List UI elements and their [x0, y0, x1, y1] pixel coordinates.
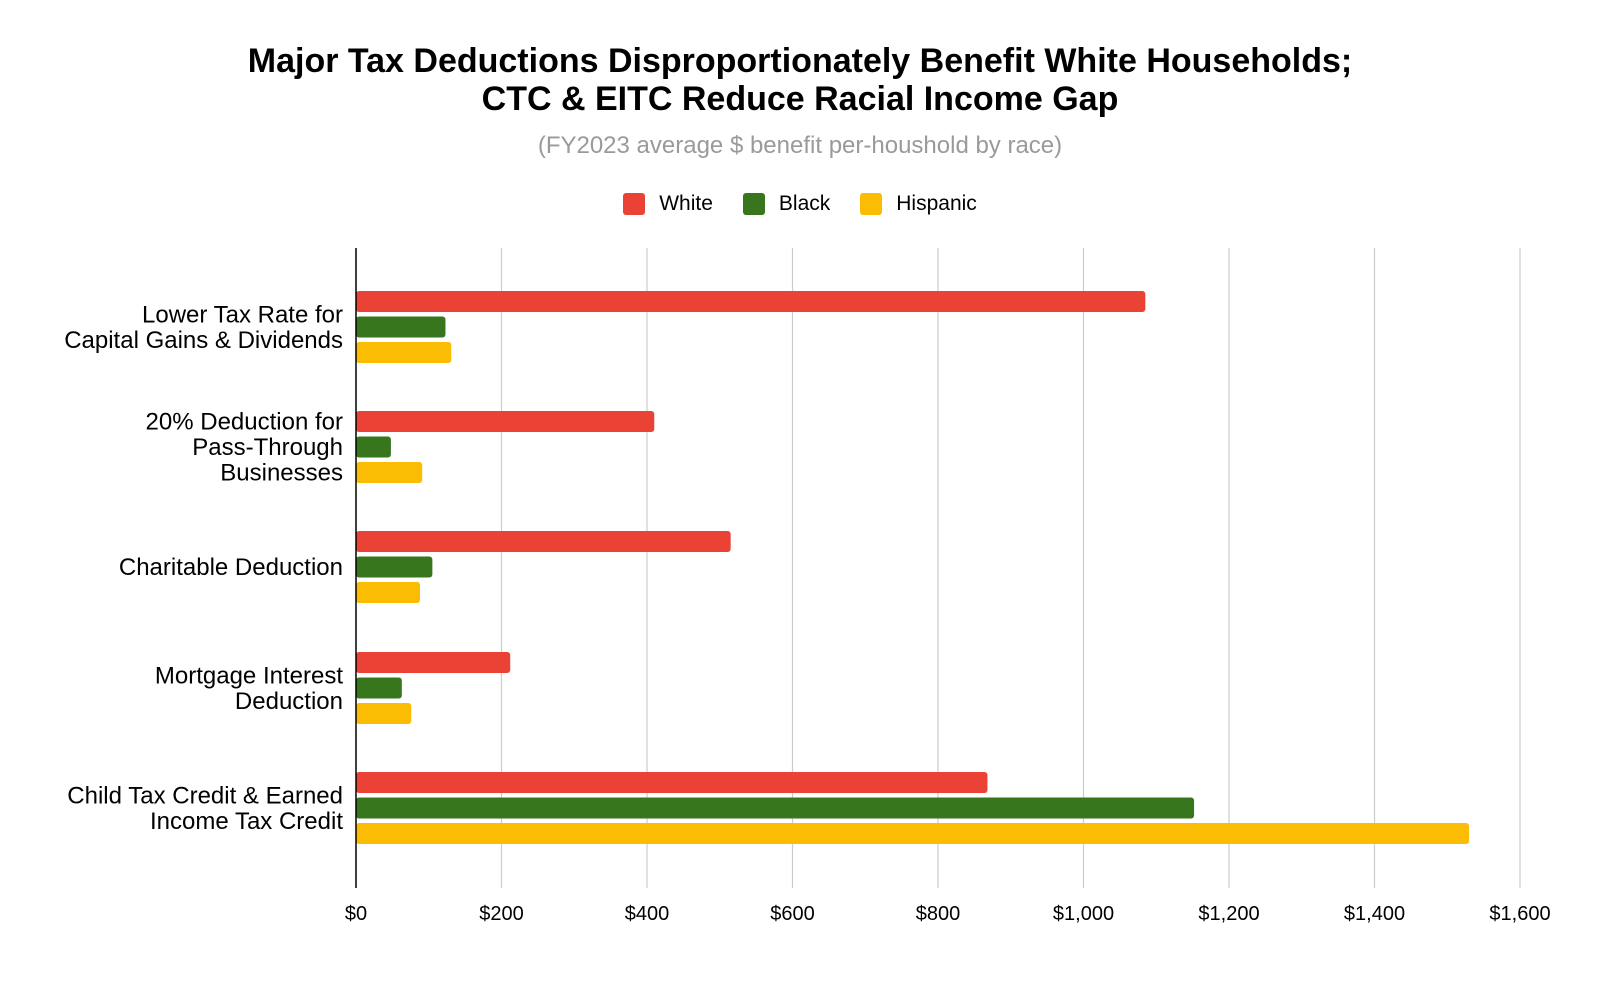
legend-label-black: Black	[778, 192, 831, 215]
bar-hispanic-0	[356, 342, 452, 363]
x-tick-label-2: $400	[625, 903, 670, 925]
x-tick-label-6: $1,200	[1198, 903, 1259, 925]
x-tick-label-8: $1,600	[1489, 903, 1550, 925]
category-label-4-line-0: Child Tax Credit & Earned	[67, 782, 343, 809]
bar-white-4	[356, 772, 988, 793]
x-tick-label-4: $800	[916, 903, 961, 925]
bar-hispanic-3	[356, 703, 412, 724]
chart-title: Major Tax Deductions Disproportionately …	[0, 42, 1600, 118]
category-label-4-line-1: Income Tax Credit	[150, 808, 343, 835]
chart-title-line2: CTC & EITC Reduce Racial Income Gap	[481, 80, 1119, 118]
bar-white-1	[356, 411, 655, 432]
x-tick-label-3: $600	[770, 903, 815, 925]
x-tick-label-0: $0	[345, 903, 367, 925]
bar-hispanic-2	[356, 582, 421, 603]
x-tick-label-7: $1,400	[1344, 903, 1405, 925]
category-label-0-line-0: Lower Tax Rate for	[142, 301, 343, 328]
legend: White Black Hispanic	[0, 192, 1600, 216]
bar-black-2	[356, 556, 433, 578]
chart-subtitle: (FY2023 average $ benefit per-houshold b…	[537, 132, 1063, 159]
category-label-3-line-1: Deduction	[235, 688, 343, 715]
legend-swatch-hispanic	[860, 193, 883, 215]
bar-black-4	[356, 797, 1195, 819]
legend-item-white: White	[623, 192, 713, 216]
category-label-2-line-0: Charitable Deduction	[119, 554, 343, 581]
legend-label-white: White	[659, 192, 713, 215]
legend-swatch-white	[623, 193, 646, 215]
x-tick-label-5: $1,000	[1053, 903, 1114, 925]
x-tick-label-1: $200	[479, 903, 524, 925]
bar-white-3	[356, 652, 511, 673]
legend-item-hispanic: Hispanic	[860, 192, 977, 216]
bar-black-0	[356, 316, 446, 338]
legend-swatch-black	[742, 193, 765, 215]
category-label-1-line-1: Pass-Through	[192, 434, 343, 461]
bar-hispanic-1	[356, 462, 423, 483]
bar-black-1	[356, 436, 391, 458]
bar-hispanic-4	[356, 823, 1470, 844]
category-label-3-line-0: Mortgage Interest	[155, 662, 343, 689]
bar-white-0	[356, 291, 1146, 312]
legend-item-black: Black	[742, 192, 831, 216]
category-label-0-line-1: Capital Gains & Dividends	[64, 327, 343, 354]
bar-black-3	[356, 677, 402, 699]
bar-white-2	[356, 531, 731, 552]
category-label-1-line-2: Businesses	[220, 460, 343, 487]
category-label-1-line-0: 20% Deduction for	[146, 409, 343, 436]
legend-label-hispanic: Hispanic	[896, 192, 977, 215]
chart-title-line1: Major Tax Deductions Disproportionately …	[247, 42, 1353, 80]
